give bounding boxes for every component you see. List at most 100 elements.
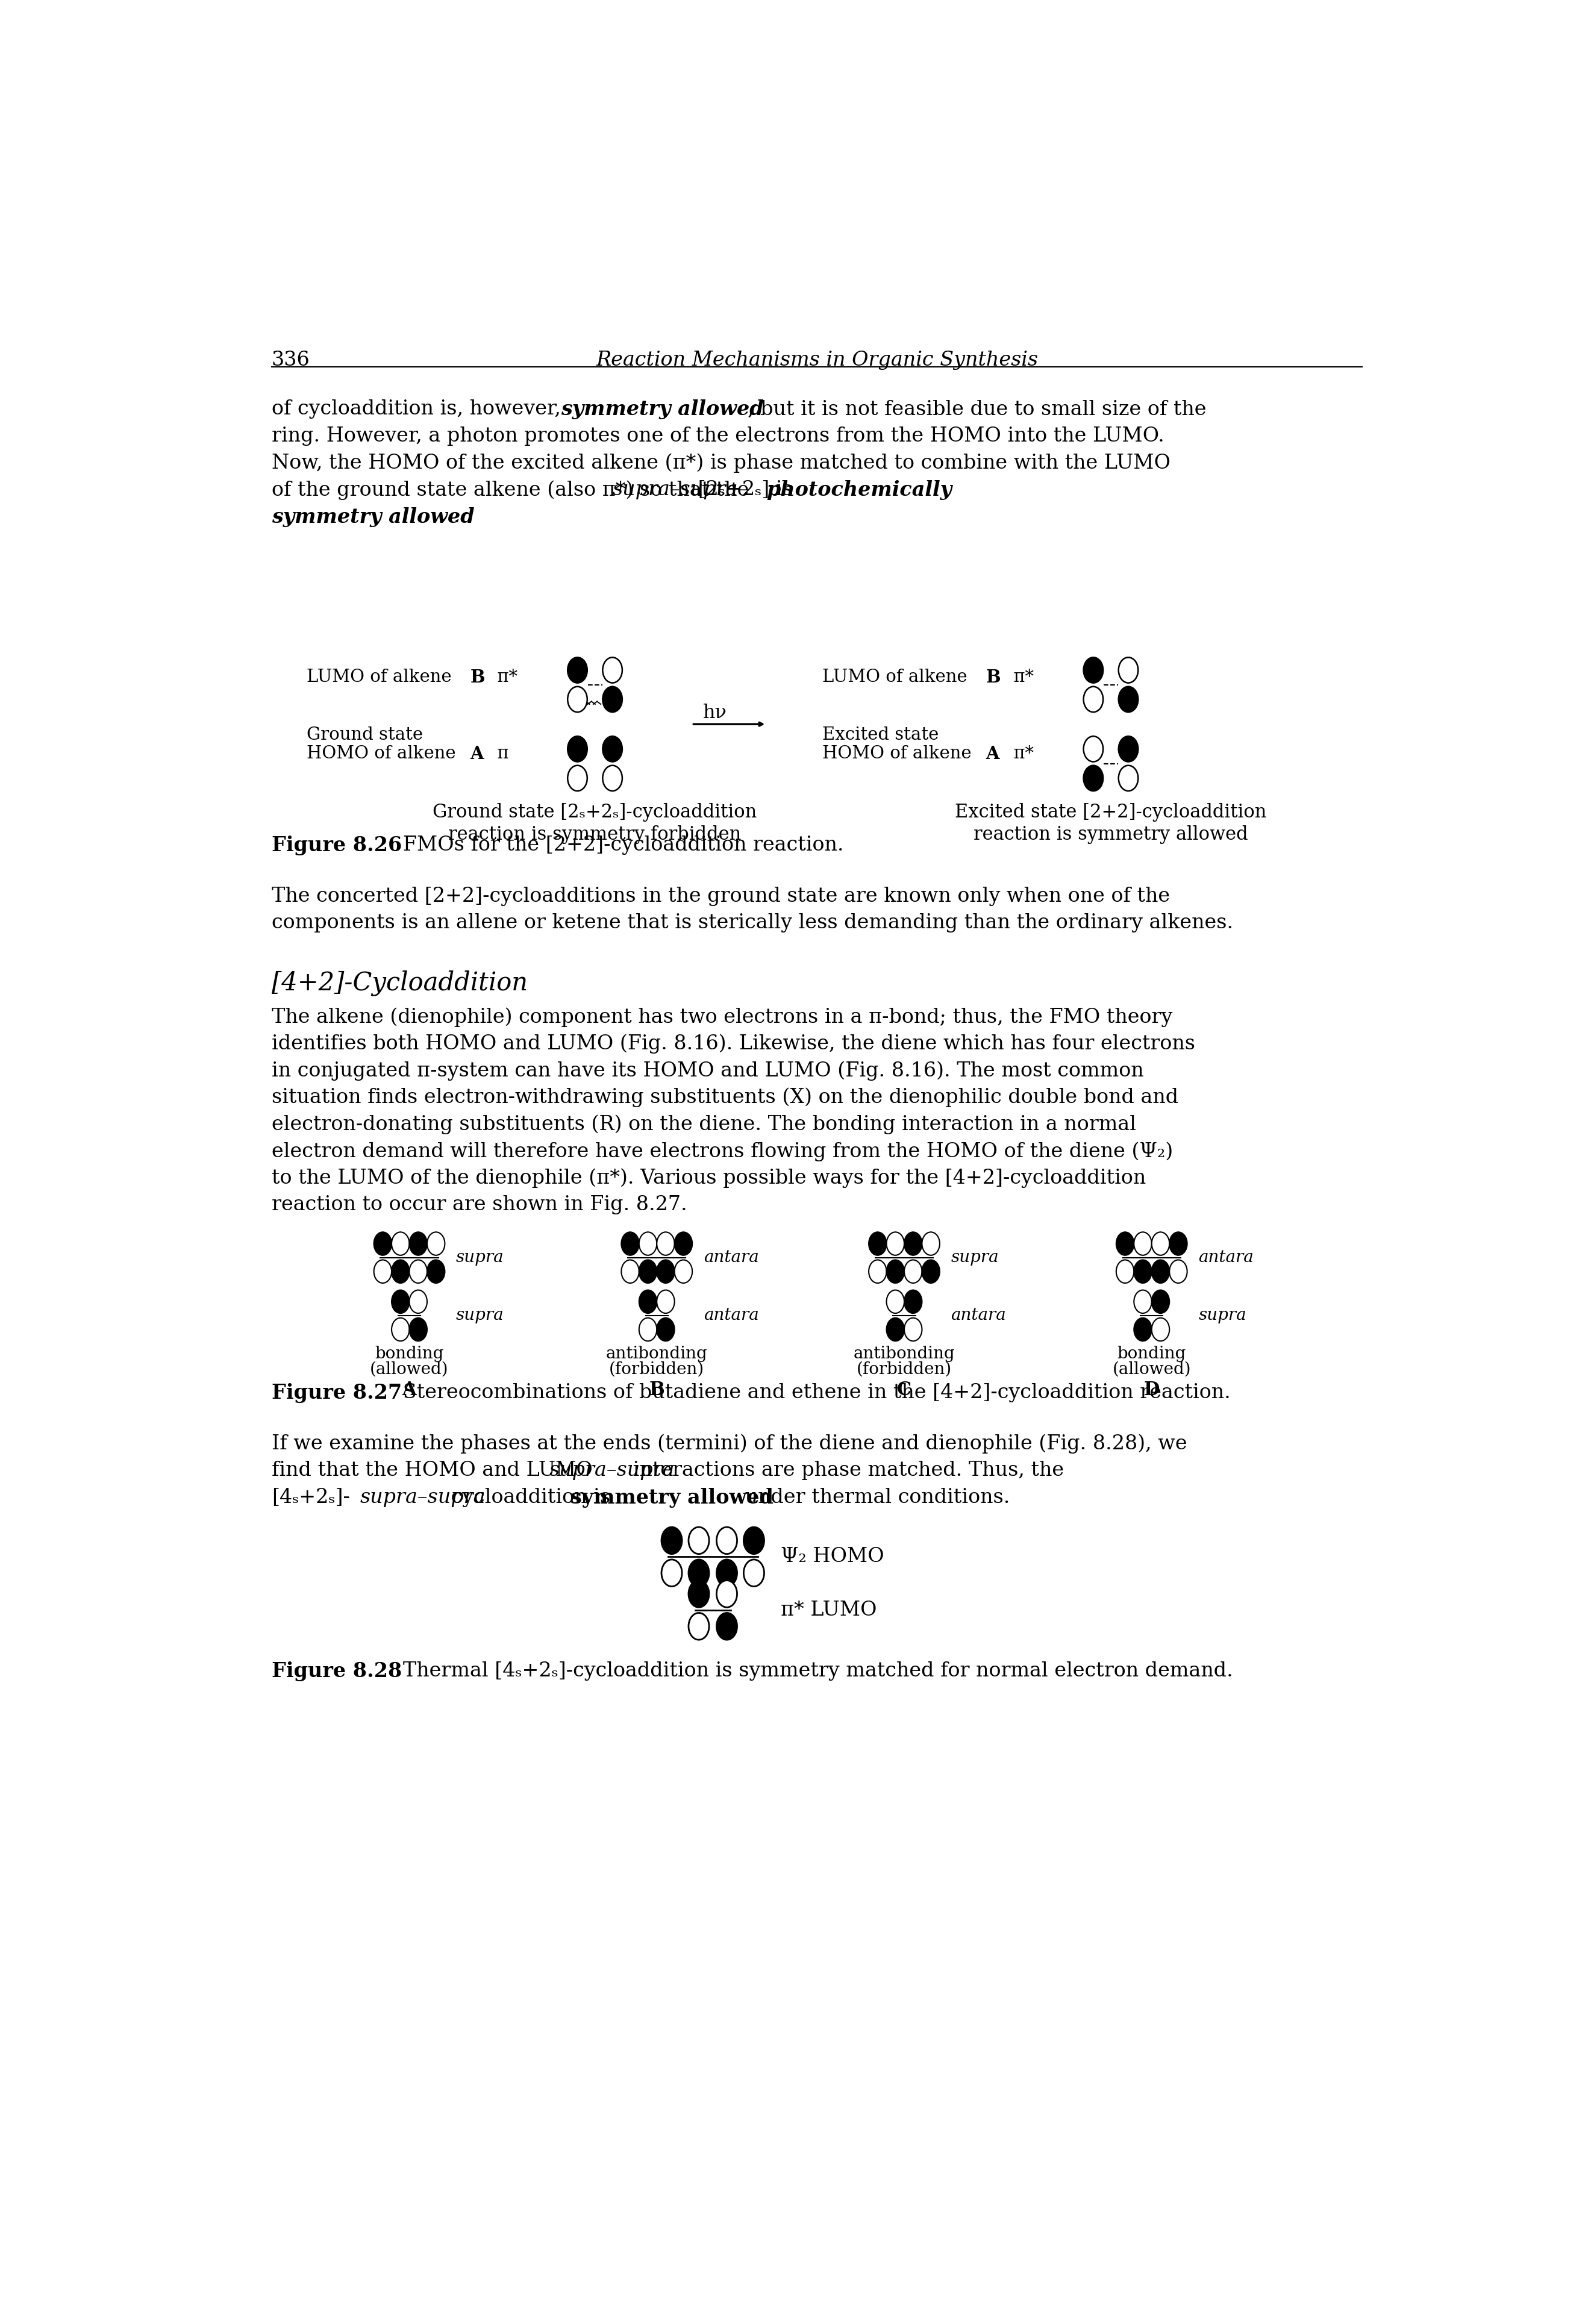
Ellipse shape [567, 658, 587, 683]
Ellipse shape [1119, 686, 1138, 711]
Ellipse shape [427, 1232, 445, 1255]
Ellipse shape [392, 1260, 410, 1283]
Text: supra–supra: supra–supra [550, 1462, 674, 1480]
Ellipse shape [674, 1232, 692, 1255]
Ellipse shape [657, 1318, 674, 1341]
Ellipse shape [603, 686, 622, 711]
Text: π*: π* [1003, 669, 1033, 686]
Ellipse shape [1119, 737, 1138, 762]
Ellipse shape [639, 1260, 657, 1283]
Ellipse shape [410, 1290, 427, 1313]
Ellipse shape [410, 1232, 427, 1255]
Ellipse shape [622, 1232, 639, 1255]
Ellipse shape [904, 1260, 921, 1283]
Ellipse shape [1133, 1290, 1152, 1313]
Text: of cycloaddition is, however,: of cycloaddition is, however, [271, 400, 567, 418]
Text: electron-donating substituents (R) on the diene. The bonding interaction in a no: electron-donating substituents (R) on th… [271, 1116, 1137, 1134]
Text: supra–supra: supra–supra [360, 1487, 486, 1506]
Ellipse shape [410, 1318, 427, 1341]
Ellipse shape [689, 1613, 709, 1641]
Text: antibonding: antibonding [853, 1346, 955, 1362]
Text: interactions are phase matched. Thus, the: interactions are phase matched. Thus, th… [626, 1462, 1063, 1480]
Text: reaction to occur are shown in Fig. 8.27.: reaction to occur are shown in Fig. 8.27… [271, 1195, 687, 1215]
Text: A: A [470, 746, 483, 762]
Text: A: A [987, 746, 999, 762]
Text: components is an allene or ketene that is sterically less demanding than the ord: components is an allene or ketene that i… [271, 913, 1234, 932]
Ellipse shape [375, 1232, 392, 1255]
Text: of the ground state alkene (also π*) so that the: of the ground state alkene (also π*) so … [271, 481, 756, 500]
Text: B: B [987, 669, 1001, 686]
Text: Ψ₂ HOMO: Ψ₂ HOMO [781, 1548, 885, 1566]
Ellipse shape [921, 1260, 940, 1283]
Ellipse shape [392, 1290, 410, 1313]
Ellipse shape [717, 1580, 736, 1608]
Text: The alkene (dienophile) component has two electrons in a π-bond; thus, the FMO t: The alkene (dienophile) component has tw… [271, 1006, 1173, 1027]
Text: in conjugated π-system can have its HOMO and LUMO (Fig. 8.16). The most common: in conjugated π-system can have its HOMO… [271, 1062, 1143, 1081]
Text: supra: supra [1199, 1308, 1247, 1325]
Ellipse shape [1133, 1260, 1152, 1283]
Ellipse shape [744, 1527, 764, 1555]
Text: FMOs for the [2+2]-cycloaddition reaction.: FMOs for the [2+2]-cycloaddition reactio… [384, 837, 843, 855]
Ellipse shape [410, 1260, 427, 1283]
Text: (forbidden): (forbidden) [609, 1362, 705, 1378]
Text: (allowed): (allowed) [1113, 1362, 1191, 1378]
Text: supra: supra [456, 1308, 504, 1325]
Text: under thermal conditions.: under thermal conditions. [738, 1487, 1011, 1506]
Ellipse shape [904, 1232, 921, 1255]
Text: π*: π* [486, 669, 518, 686]
Ellipse shape [1152, 1232, 1170, 1255]
Text: Figure 8.26: Figure 8.26 [271, 837, 402, 855]
Text: symmetry allowed: symmetry allowed [271, 507, 475, 528]
Ellipse shape [689, 1580, 709, 1608]
Text: reaction is symmetry allowed: reaction is symmetry allowed [974, 825, 1248, 844]
Ellipse shape [689, 1527, 709, 1555]
Text: [2ₛ+2ₛ] is: [2ₛ+2ₛ] is [692, 481, 799, 500]
Ellipse shape [1170, 1232, 1188, 1255]
Ellipse shape [886, 1290, 904, 1313]
Text: bonding: bonding [375, 1346, 443, 1362]
Text: reaction is symmetry forbidden: reaction is symmetry forbidden [448, 825, 741, 844]
Ellipse shape [392, 1232, 410, 1255]
Ellipse shape [921, 1232, 940, 1255]
Text: supra: supra [456, 1250, 504, 1267]
Ellipse shape [622, 1260, 639, 1283]
Ellipse shape [1119, 765, 1138, 790]
Text: .: . [454, 507, 461, 525]
Text: antara: antara [952, 1308, 1006, 1325]
Text: symmetry allowed: symmetry allowed [571, 1487, 773, 1508]
Ellipse shape [1084, 737, 1103, 762]
Ellipse shape [662, 1559, 682, 1587]
Text: If we examine the phases at the ends (termini) of the diene and dienophile (Fig.: If we examine the phases at the ends (te… [271, 1434, 1188, 1452]
Text: Ground state: Ground state [306, 727, 422, 744]
Text: B: B [649, 1380, 665, 1399]
Ellipse shape [657, 1290, 674, 1313]
Text: electron demand will therefore have electrons flowing from the HOMO of the diene: electron demand will therefore have elec… [271, 1141, 1173, 1162]
Ellipse shape [1152, 1290, 1170, 1313]
Text: B: B [470, 669, 485, 686]
Text: supra: supra [952, 1250, 999, 1267]
Ellipse shape [1152, 1318, 1170, 1341]
Text: π*: π* [1003, 746, 1033, 762]
Ellipse shape [869, 1232, 886, 1255]
Ellipse shape [662, 1527, 682, 1555]
Text: Now, the HOMO of the excited alkene (π*) is phase matched to combine with the LU: Now, the HOMO of the excited alkene (π*)… [271, 453, 1170, 474]
Ellipse shape [1119, 658, 1138, 683]
Text: (allowed): (allowed) [370, 1362, 448, 1378]
Ellipse shape [1116, 1232, 1133, 1255]
Text: Reaction Mechanisms in Organic Synthesis: Reaction Mechanisms in Organic Synthesis [596, 351, 1038, 370]
Text: symmetry allowed: symmetry allowed [561, 400, 764, 418]
Ellipse shape [392, 1318, 410, 1341]
Ellipse shape [717, 1613, 736, 1641]
Ellipse shape [689, 1559, 709, 1587]
Text: [4+2]-Cycloaddition: [4+2]-Cycloaddition [271, 969, 528, 995]
Text: antara: antara [703, 1250, 759, 1267]
Ellipse shape [717, 1559, 736, 1587]
Text: Stereocombinations of butadiene and ethene in the [4+2]-cycloaddition reaction.: Stereocombinations of butadiene and ethe… [384, 1383, 1231, 1401]
Ellipse shape [603, 765, 622, 790]
Text: The concerted [2+2]-cycloadditions in the ground state are known only when one o: The concerted [2+2]-cycloadditions in th… [271, 885, 1170, 906]
Text: Excited state [2+2]-cycloaddition: Excited state [2+2]-cycloaddition [955, 804, 1267, 823]
Text: find that the HOMO and LUMO: find that the HOMO and LUMO [271, 1462, 599, 1480]
Text: LUMO of alkene: LUMO of alkene [823, 669, 972, 686]
Ellipse shape [1133, 1318, 1152, 1341]
Ellipse shape [657, 1260, 674, 1283]
